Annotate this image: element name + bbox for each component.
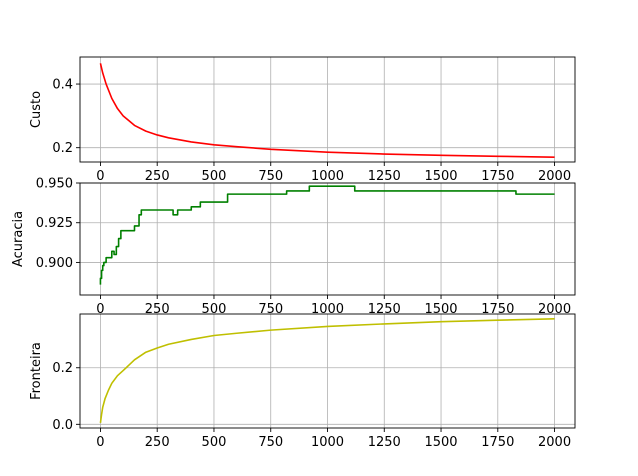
accuracy-xtick-label: 1750 xyxy=(481,302,514,317)
cost-xtick-label: 750 xyxy=(258,169,283,184)
boundary-xtick-label: 0 xyxy=(96,435,104,450)
boundary-xtick-label: 750 xyxy=(258,435,283,450)
subplot-boundary: 0 250 500 750 1000 1250 1500 1750 2000 0.0 0.2 Fron… xyxy=(29,313,576,450)
accuracy-series-line xyxy=(99,185,555,285)
cost-xtick-label: 1500 xyxy=(424,169,457,184)
subplot-accuracy: 0 250 500 750 1000 1250 1500 1750 2000 0.900 0.925… xyxy=(11,177,576,317)
cost-xtick-label: 2000 xyxy=(538,169,571,184)
accuracy-xtick-label: 1000 xyxy=(311,302,344,317)
cost-ytick-label: 0.2 xyxy=(52,141,73,156)
cost-xtick-label: 0 xyxy=(96,169,104,184)
accuracy-ytick-label: 0.950 xyxy=(36,177,73,192)
cost-ytick-label: 0.4 xyxy=(52,78,73,93)
accuracy-ytick-label: 0.925 xyxy=(36,216,73,231)
boundary-xtick-label: 1500 xyxy=(424,435,457,450)
cost-xtick-label: 500 xyxy=(202,169,227,184)
cost-xtick-label: 1750 xyxy=(481,169,514,184)
accuracy-xtick-label: 0 xyxy=(96,302,104,317)
boundary-series-line xyxy=(99,318,555,424)
boundary-ylabel: Fronteira xyxy=(29,342,44,400)
cost-series-line xyxy=(99,63,555,159)
boundary-xtick-label: 500 xyxy=(202,435,227,450)
cost-xtick-label: 250 xyxy=(145,169,170,184)
boundary-xtick-label: 1000 xyxy=(311,435,344,450)
accuracy-xtick-label: 2000 xyxy=(538,302,571,317)
accuracy-ytick-label: 0.900 xyxy=(36,256,73,271)
accuracy-xtick-label: 250 xyxy=(145,302,170,317)
accuracy-xtick-label: 1250 xyxy=(368,302,401,317)
subplot-cost: 0 250 500 750 1000 1250 1500 1750 2000 0.2 0.4 Cust… xyxy=(29,56,576,184)
accuracy-xtick-label: 500 xyxy=(202,302,227,317)
boundary-xtick-label: 250 xyxy=(145,435,170,450)
boundary-ytick-label: 0.2 xyxy=(52,361,73,376)
cost-ylabel: Custo xyxy=(29,91,44,128)
accuracy-xtick-label: 1500 xyxy=(424,302,457,317)
boundary-xtick-label: 1750 xyxy=(481,435,514,450)
accuracy-ylabel: Acuracia xyxy=(11,211,26,267)
boundary-ytick-label: 0.0 xyxy=(52,418,73,433)
accuracy-xtick-label: 750 xyxy=(258,302,283,317)
cost-xtick-label: 1250 xyxy=(368,169,401,184)
cost-xtick-label: 1000 xyxy=(311,169,344,184)
boundary-xtick-label: 2000 xyxy=(538,435,571,450)
boundary-xtick-label: 1250 xyxy=(368,435,401,450)
